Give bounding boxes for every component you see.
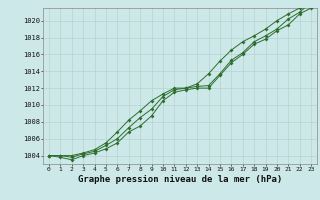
X-axis label: Graphe pression niveau de la mer (hPa): Graphe pression niveau de la mer (hPa) <box>78 175 282 184</box>
